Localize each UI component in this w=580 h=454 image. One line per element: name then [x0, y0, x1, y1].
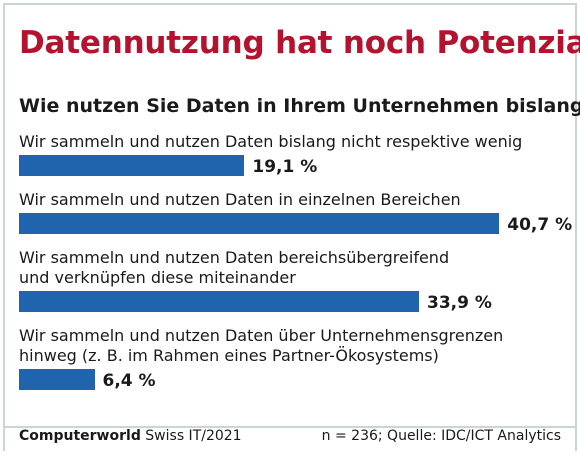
chart-subtitle: Wie nutzen Sie Daten in Ihrem Unternehme…: [19, 95, 580, 117]
category-label-1: Wir sammeln und nutzen Daten bislang nic…: [19, 132, 523, 151]
bar-2: [19, 213, 500, 234]
bar-4: [19, 369, 95, 390]
value-label-3: 33,9 %: [427, 293, 492, 313]
chart-title: Datennutzung hat noch Potenzial: [19, 25, 580, 61]
category-label-2: Wir sammeln und nutzen Daten in einzelne…: [19, 190, 461, 209]
bar-1: [19, 155, 245, 176]
category-label-3-line-1: Wir sammeln und nutzen Daten bereichsübe…: [19, 248, 450, 267]
category-label-4-line-1: Wir sammeln und nutzen Daten über Untern…: [19, 326, 504, 345]
value-label-2: 40,7 %: [507, 215, 573, 235]
brand-label: Computerworld Swiss IT/2021: [19, 428, 242, 444]
category-label-3-line-2: und verknüpfen diese miteinander: [19, 268, 296, 287]
source-note: n = 236; Quelle: IDC/ICT Analytics: [321, 428, 561, 444]
value-label-1: 19,1 %: [252, 157, 318, 177]
chart-frame: Datennutzung hat noch Potenzial Wie nutz…: [3, 3, 580, 451]
brand-edition: Swiss IT/2021: [140, 428, 242, 444]
category-label-4-line-2: hinweg (z. B. im Rahmen eines Partner-Ök…: [19, 346, 439, 365]
value-label-4: 6,4 %: [102, 371, 156, 391]
bar-3: [19, 291, 420, 312]
brand-name: Computerworld: [19, 428, 141, 444]
footer-bar: [5, 426, 575, 451]
